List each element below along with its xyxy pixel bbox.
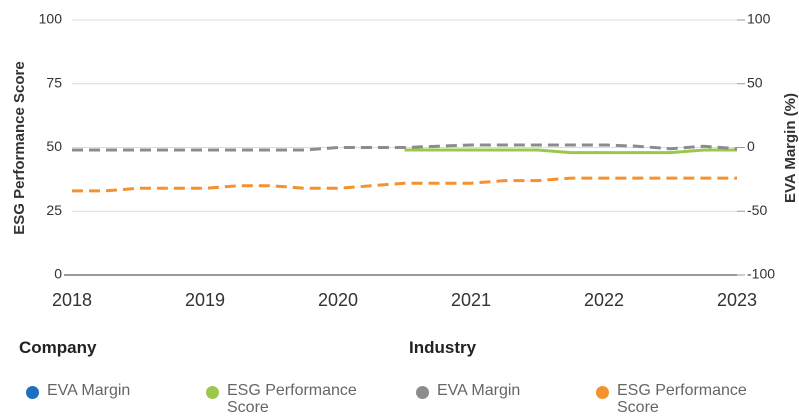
legend-label: ESG Performance Score — [617, 382, 747, 416]
y2-tick-label: 100 — [747, 11, 771, 27]
x-tick-label: 2018 — [52, 290, 92, 310]
y-tick-label: 75 — [46, 74, 62, 90]
legend-swatch — [26, 386, 39, 399]
y-tick-label: 50 — [46, 138, 62, 154]
y2-tick-label: -50 — [747, 202, 767, 218]
y-tick-label: 100 — [39, 11, 63, 27]
series-line — [72, 176, 737, 193]
x-tick-label: 2022 — [584, 290, 624, 310]
y-tick-label: 0 — [54, 266, 62, 282]
legend-group-title: Company — [19, 338, 97, 357]
plot: ESG Performance Score EVA Margin (%) 0 25… — [11, 11, 799, 310]
legend-label: ESG Performance Score — [227, 382, 357, 416]
x-tick-label: 2020 — [318, 290, 358, 310]
legend-swatch — [416, 386, 429, 399]
y2-axis-label: EVA Margin (%) — [782, 93, 799, 203]
x-tick-label: 2021 — [451, 290, 491, 310]
x-tick-label: 2023 — [717, 290, 757, 310]
y2-tick-label: 0 — [747, 138, 755, 154]
y2-tick-label: 50 — [747, 74, 763, 90]
y-axis-label: ESG Performance Score — [11, 61, 28, 234]
y2-tick-label: -100 — [747, 266, 775, 282]
legend-swatch — [206, 386, 219, 399]
legend-group-title: Industry — [409, 338, 477, 357]
x-tick-label: 2019 — [185, 290, 225, 310]
legend-label: EVA Margin — [47, 382, 131, 399]
series-line — [72, 143, 738, 152]
legend-label: EVA Margin — [437, 382, 521, 399]
y-tick-label: 25 — [46, 202, 62, 218]
series-line — [404, 148, 737, 155]
legend-swatch — [596, 386, 609, 399]
